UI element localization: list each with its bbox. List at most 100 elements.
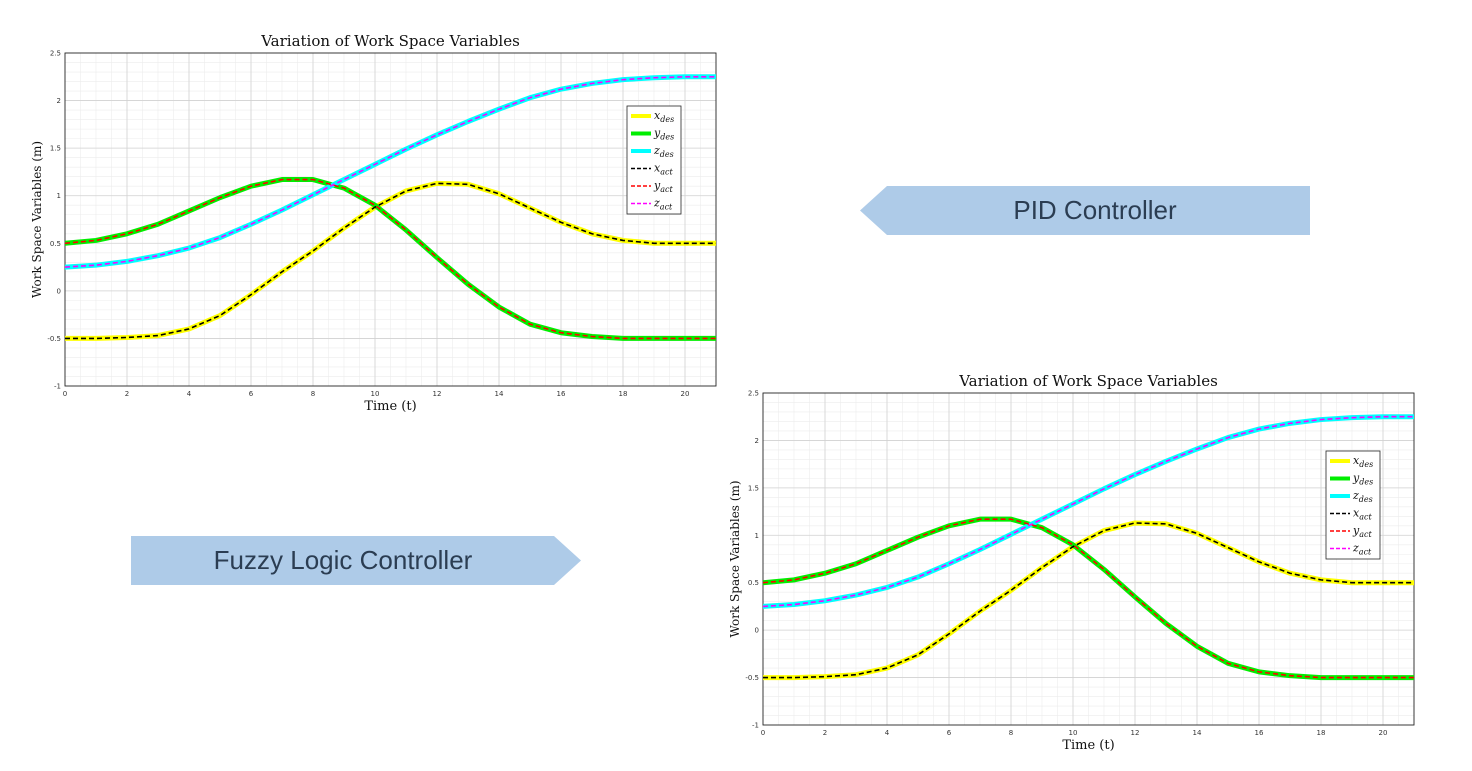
legend-label-y-act: yact [1352,524,1372,539]
series-group [65,74,716,341]
x-tick-label: 8 [311,390,315,398]
series-line-y-act [763,518,1414,679]
y-tick-label: 1.5 [50,145,61,153]
legend-label-base: x [654,162,661,175]
y-tick-label: 2 [57,97,61,105]
legend-label-sub: act [1359,548,1372,557]
x-tick-label: 0 [761,729,765,737]
legend-label-base: z [653,144,660,157]
legend-label-sub: act [660,168,673,177]
legend-label-x-des: xdes [1353,454,1373,469]
x-tick-label: 14 [1193,729,1202,737]
x-axis-label: Time (t) [1062,738,1114,753]
y-tick-label: -0.5 [47,335,61,343]
y-tick-label: -1 [752,722,759,730]
legend-label-base: z [653,197,660,210]
x-tick-label: 2 [823,729,827,737]
x-tick-label: 18 [619,390,628,398]
legend-label-sub: des [660,133,674,142]
x-tick-label: 14 [495,390,504,398]
legend-label-y-des: ydes [1352,472,1373,487]
y-tick-label: 2.5 [50,50,61,58]
legend-label-sub: act [1359,530,1372,539]
x-tick-label: 16 [557,390,566,398]
y-tick-label: -0.5 [745,674,759,682]
axes-frame [762,392,1415,726]
x-tick-label: 6 [947,729,952,737]
x-tick-label: 4 [187,390,192,398]
x-tick-label: 16 [1255,729,1264,737]
series-line-y-act [65,178,716,340]
x-axis-label: Time (t) [364,399,416,414]
y-tick-label: 0.5 [50,240,61,248]
y-tick-label: 1 [57,192,61,200]
chart-title: Variation of Work Space Variables [260,32,520,50]
x-tick-label: 10 [1069,729,1078,737]
legend-label-z-act: zact [1352,542,1372,557]
x-tick-label: 0 [63,390,67,398]
y-axis-label: Work Space Variables (m) [30,141,44,298]
legend-label-sub: act [660,203,673,212]
x-tick-label: 2 [125,390,129,398]
legend-label-base: y [1352,472,1360,485]
y-tick-label: 2.5 [748,390,759,398]
legend-label-x-des: xdes [654,109,674,124]
x-tick-label: 12 [433,390,442,398]
y-tick-label: 1 [755,532,759,540]
legend-label-base: x [1353,507,1360,520]
legend-label-z-des: zdes [1352,489,1373,504]
x-tick-label: 20 [1379,729,1388,737]
y-tick-label: 0 [755,627,759,635]
series-line-x-act [65,182,716,340]
series-line-z-act [65,75,716,268]
legend-label-base: z [1352,489,1359,502]
legend-label-sub: des [660,150,674,159]
chart-title: Variation of Work Space Variables [958,372,1218,390]
series-line-x-act [763,522,1414,679]
y-axis-label: Work Space Variables (m) [728,480,742,637]
legend-label-base: x [1353,454,1360,467]
legend-label-sub: act [1359,513,1372,522]
legend-label-base: y [653,127,661,140]
legend-label-base: z [1352,542,1359,555]
legend-box [1325,450,1381,560]
fuzzy-controller-arrow: Fuzzy Logic Controller [131,536,581,585]
legend-label-y-des: ydes [653,127,674,142]
legend-label-sub: des [660,115,674,124]
x-tick-label: 12 [1131,729,1140,737]
y-tick-label: 2 [755,437,759,445]
legend-label-sub: des [1359,478,1373,487]
legend-label-base: y [1352,524,1360,537]
legend-label-base: y [653,179,661,192]
y-tick-label: -1 [54,383,61,391]
legend-label-y-act: yact [653,179,673,194]
x-tick-label: 18 [1317,729,1326,737]
legend-label-sub: des [1359,495,1373,504]
fuzzy-controller-label: Fuzzy Logic Controller [213,545,473,575]
series-line-z-act [763,415,1414,608]
legend-box [626,105,682,215]
legend-label-z-des: zdes [653,144,674,159]
x-tick-label: 20 [681,390,690,398]
series-group [763,414,1414,681]
x-tick-label: 8 [1009,729,1013,737]
legend-label-x-act: xact [654,162,673,177]
y-tick-label: 1.5 [748,484,759,492]
pid-controller-arrow: PID Controller [860,186,1310,235]
legend-label-sub: act [660,185,673,194]
axes-frame [64,52,717,387]
x-tick-label: 6 [249,390,254,398]
y-tick-label: 0 [57,287,61,295]
legend-label-sub: des [1359,460,1373,469]
pid-controller-label: PID Controller [1013,195,1177,225]
legend-label-z-act: zact [653,197,673,212]
x-tick-label: 10 [371,390,380,398]
fuzzy-chart: 0 2 4 6 8 10 12 14 16 18 20 -1 -0.5 0 0.5 1 1.5 2 2.5 Varia… [728,372,1415,753]
pid-chart: 0 2 4 6 8 10 12 14 16 18 20 -1 -0.5 0 0.5 1 1.5 2 2.5 Varia… [30,32,717,414]
legend-label-x-act: xact [1353,507,1372,522]
legend-label-base: x [654,109,661,122]
y-tick-label: 0.5 [748,579,759,587]
x-tick-label: 4 [885,729,890,737]
